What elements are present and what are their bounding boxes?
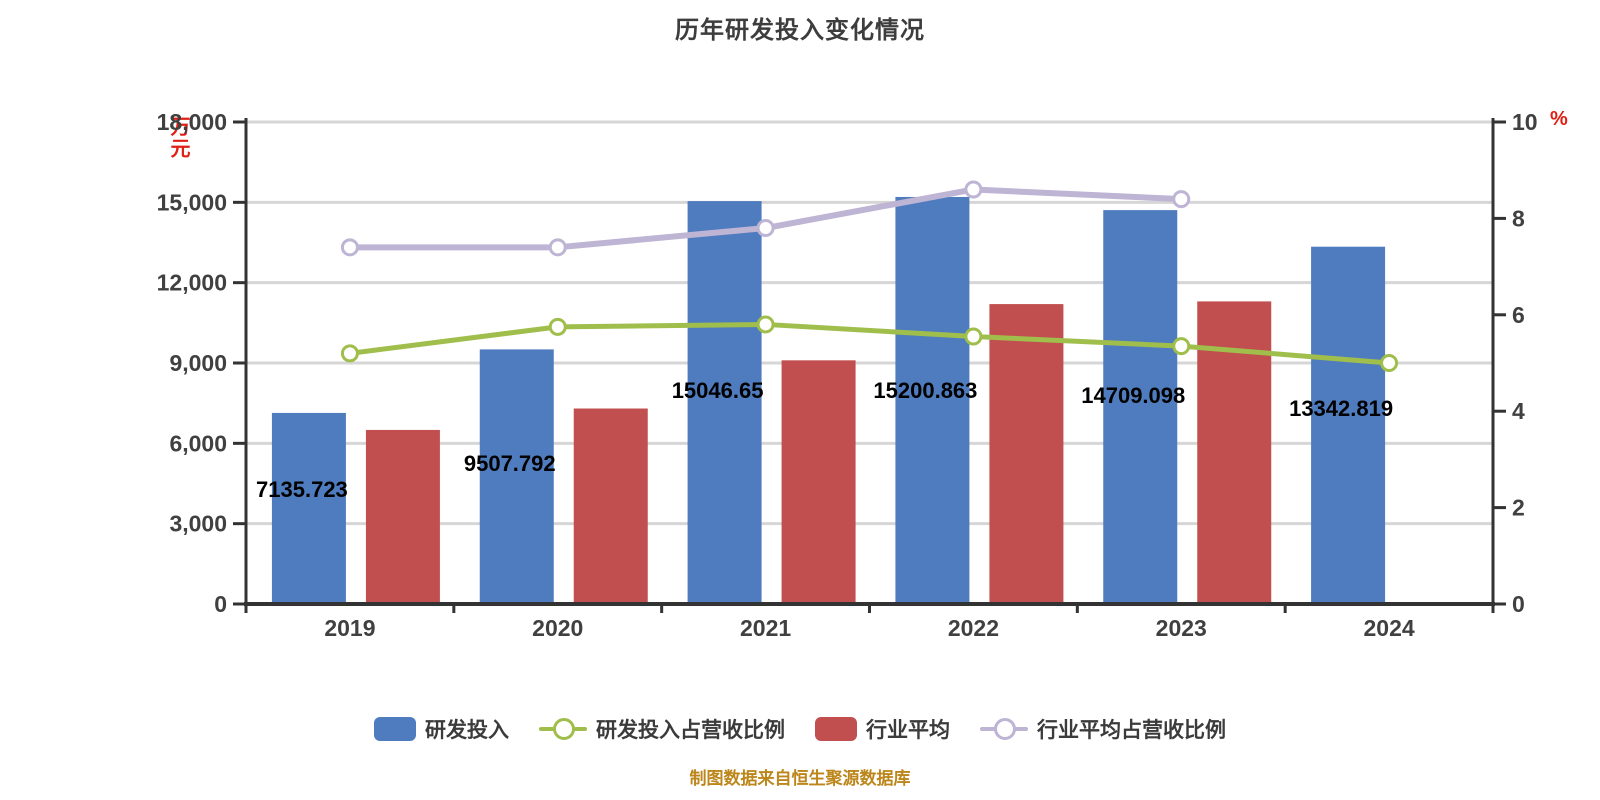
- legend-label: 行业平均: [866, 719, 950, 742]
- bar-rnd-investment: [479, 349, 554, 604]
- x-category-label: 2021: [740, 615, 791, 641]
- left-axis-unit-label: 万元: [167, 116, 189, 160]
- right-axis-unit-label: %: [1550, 108, 1568, 130]
- bar-rnd-investment: [271, 412, 346, 604]
- bar-rnd-investment: [687, 201, 762, 604]
- left-tick-label: 12,000: [157, 270, 227, 296]
- right-tick-label: 4: [1512, 398, 1525, 424]
- data-source-note: 制图数据来自恒生聚源数据库: [689, 769, 911, 788]
- x-category-label: 2020: [532, 615, 583, 641]
- bar-industry-average: [573, 408, 648, 604]
- bar-industry-average: [365, 429, 440, 604]
- line-rnd-ratio-marker: [1380, 354, 1399, 372]
- legend-label: 行业平均占营收比例: [1037, 719, 1226, 742]
- legend-line-swatch: [980, 717, 1028, 741]
- line-industry-ratio-marker: [340, 238, 359, 257]
- bar-rnd-investment: [1311, 246, 1386, 604]
- right-tick-label: 8: [1512, 205, 1525, 231]
- legend-marker-dot: [553, 718, 575, 740]
- legend-industry-ratio[interactable]: 行业平均占营收比例: [980, 714, 1226, 744]
- left-tick-label: 18,000: [157, 109, 227, 135]
- legend-rnd-ratio[interactable]: 研发投入占营收比例: [539, 714, 785, 744]
- bar-industry-average: [989, 304, 1064, 604]
- x-category-label: 2022: [948, 615, 999, 641]
- bar-value-label: 15200.863: [873, 378, 977, 403]
- line-industry-ratio-marker: [548, 238, 567, 257]
- line-industry-ratio: [346, 186, 1185, 251]
- right-tick-label: 10: [1512, 109, 1538, 135]
- bar-rnd-investment: [895, 196, 970, 605]
- left-tick-label: 6,000: [169, 430, 227, 456]
- left-tick-label: 9,000: [169, 350, 227, 376]
- legend-industry-average[interactable]: 行业平均: [815, 714, 950, 744]
- x-category-label: 2019: [324, 615, 375, 641]
- line-rnd-ratio-marker: [756, 315, 775, 334]
- x-category-label: 2023: [1156, 615, 1207, 641]
- legend-label: 研发投入: [425, 719, 509, 742]
- left-tick-label: 0: [214, 591, 227, 617]
- bar-value-label: 15046.65: [672, 378, 764, 403]
- left-tick-label: 15,000: [157, 189, 227, 215]
- line-industry-ratio-marker: [1172, 190, 1191, 209]
- bar-value-label: 14709.098: [1081, 383, 1185, 408]
- line-rnd-ratio-marker: [340, 344, 359, 363]
- bar-value-label: 9507.792: [464, 451, 556, 476]
- line-rnd-ratio-marker: [548, 317, 567, 336]
- legend-bar-swatch: [815, 717, 857, 741]
- chart-title: 历年研发投入变化情况: [675, 17, 925, 44]
- legend: 研发投入 研发投入占营收比例 行业平均 行业平均占营收比例: [0, 712, 1600, 746]
- x-category-label: 2024: [1363, 615, 1414, 641]
- right-tick-label: 0: [1512, 591, 1525, 617]
- right-tick-label: 6: [1512, 302, 1525, 328]
- line-industry-ratio-marker: [756, 219, 775, 238]
- line-rnd-ratio-marker: [1172, 337, 1191, 356]
- bar-value-label: 7135.723: [256, 477, 348, 502]
- line-rnd-ratio-marker: [964, 327, 983, 346]
- right-tick-label: 2: [1512, 495, 1525, 521]
- line-rnd-ratio: [347, 321, 1392, 366]
- legend-bar-swatch: [374, 717, 416, 741]
- left-tick-label: 3,000: [169, 511, 227, 537]
- bar-industry-average: [781, 360, 856, 604]
- bar-rnd-investment: [1103, 210, 1178, 604]
- legend-label: 研发投入占营收比例: [596, 719, 785, 742]
- legend-rnd-investment[interactable]: 研发投入: [374, 714, 509, 744]
- legend-marker-dot: [994, 718, 1016, 740]
- legend-line-swatch: [539, 717, 587, 741]
- line-industry-ratio-marker: [964, 180, 983, 199]
- bar-value-label: 13342.819: [1289, 396, 1393, 421]
